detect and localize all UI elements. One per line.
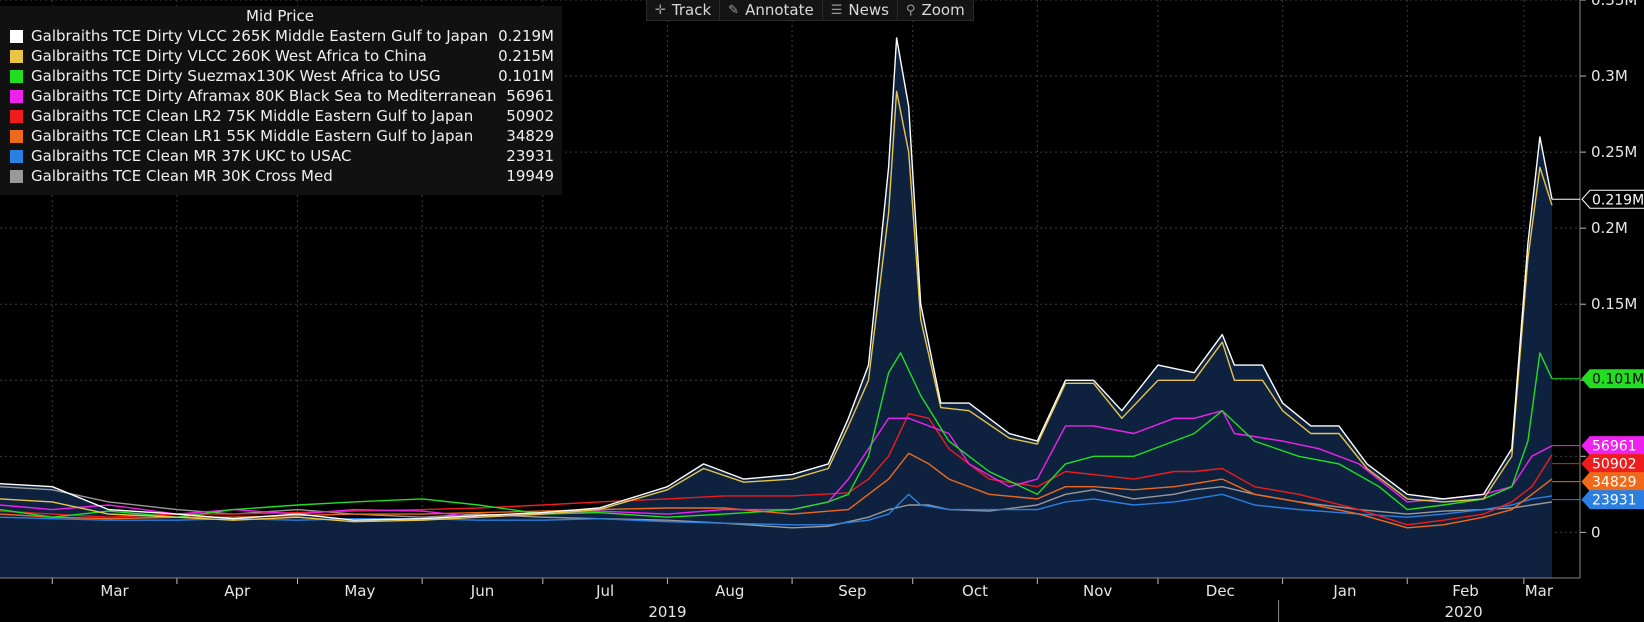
- track-label: Track: [671, 1, 712, 19]
- last-value-tag: 23931: [1552, 490, 1644, 510]
- tag-label: 0.101M: [1592, 372, 1644, 388]
- legend-series-name: Galbraiths TCE Clean LR1 55K Middle East…: [31, 127, 474, 145]
- legend-swatch: [10, 29, 23, 43]
- track-button[interactable]: ✛ Track: [647, 0, 721, 20]
- x-tick-label: Oct: [962, 582, 988, 600]
- y-tick-label: 0.3M: [1591, 67, 1628, 85]
- magnifier-icon: ⚲: [905, 2, 916, 18]
- last-value-tag: 0.219M: [1552, 189, 1644, 209]
- legend-series-name: Galbraiths TCE Dirty Suezmax130K West Af…: [31, 67, 441, 85]
- crosshair-icon: ✛: [655, 2, 666, 18]
- x-tick-label: Jun: [470, 582, 494, 600]
- legend-series-value: 23931: [506, 147, 554, 165]
- legend-swatch: [10, 89, 23, 103]
- x-tick-label: Mar: [1525, 582, 1554, 600]
- chart-area-fill: [0, 38, 1552, 578]
- legend-swatch: [10, 149, 23, 163]
- x-tick-label: Jul: [595, 582, 614, 600]
- annotate-label: Annotate: [745, 1, 814, 19]
- tag-box: [1581, 472, 1644, 492]
- y-tick-label: 0.35M: [1591, 0, 1637, 9]
- x-tick-label: Dec: [1206, 582, 1235, 600]
- area-fill-series-0: [0, 38, 1552, 578]
- legend-title: Mid Price: [246, 7, 314, 25]
- legend-entry[interactable]: Galbraiths TCE Dirty VLCC 260K West Afri…: [0, 46, 562, 66]
- series-line-0: [0, 37, 1553, 521]
- last-value-tag: 56961: [1552, 436, 1644, 456]
- y-tick-label: 0: [1591, 523, 1601, 541]
- legend-series-name: Galbraiths TCE Dirty VLCC 265K Middle Ea…: [31, 27, 489, 45]
- legend-entry[interactable]: Galbraiths TCE Dirty VLCC 265K Middle Ea…: [0, 26, 562, 46]
- y-tick-label: 0.25M: [1591, 143, 1637, 161]
- tag-label: 50902: [1592, 457, 1637, 473]
- tag-box: [1581, 490, 1644, 510]
- series-line-4: [0, 413, 1553, 526]
- legend-series-name: Galbraiths TCE Clean LR2 75K Middle East…: [31, 107, 474, 125]
- legend-series-value: 0.219M: [498, 27, 554, 45]
- last-value-tag: 34829: [1552, 472, 1644, 492]
- legend-series-value: 0.101M: [498, 67, 554, 85]
- legend-entry[interactable]: Galbraiths TCE Clean LR2 75K Middle East…: [0, 106, 562, 126]
- tag-box: [1581, 189, 1644, 209]
- legend-series-name: Galbraiths TCE Clean MR 30K Cross Med: [31, 167, 333, 185]
- series-line-3: [0, 410, 1553, 518]
- legend-swatch: [10, 129, 23, 143]
- x-tick-label: Nov: [1083, 582, 1112, 600]
- year-label: 2020: [1444, 603, 1482, 621]
- y-tick-label: 0.15M: [1591, 295, 1637, 313]
- series-line-2: [0, 352, 1553, 518]
- legend-series-value: 56961: [506, 87, 554, 105]
- x-tick-label: Apr: [224, 582, 251, 600]
- legend-swatch: [10, 169, 23, 183]
- x-axis: Mar Apr May Jun Jul Aug Sep Oct Nov Dec Jan Feb Mar 2…: [0, 577, 1580, 622]
- x-tick-label: May: [344, 582, 375, 600]
- legend-series-name: Galbraiths TCE Dirty Aframax 80K Black S…: [31, 87, 497, 105]
- series-line-5: [0, 452, 1553, 529]
- legend-series-value: 0.215M: [498, 47, 554, 65]
- news-button[interactable]: ☰ News: [823, 0, 898, 20]
- legend-entry[interactable]: Galbraiths TCE Dirty Aframax 80K Black S…: [0, 86, 562, 106]
- tag-label: 56961: [1592, 439, 1637, 455]
- chart-lines: [0, 37, 1553, 529]
- tag-box: [1581, 436, 1644, 456]
- legend-series-value: 34829: [506, 127, 554, 145]
- series-line-1: [0, 90, 1553, 523]
- chart-toolbar: ✛ Track ✎ Annotate ☰ News ⚲ Zoom: [646, 0, 974, 21]
- tag-box: [1581, 454, 1644, 474]
- x-tick-label: Aug: [715, 582, 744, 600]
- legend-entry[interactable]: Galbraiths TCE Clean MR 30K Cross Med 199…: [0, 166, 562, 186]
- zoom-button[interactable]: ⚲ Zoom: [898, 0, 973, 20]
- chart-legend: Mid Price Galbraiths TCE Dirty VLCC 265K…: [0, 6, 562, 195]
- last-value-tags: 0.219M 0.101M 56961 50902 34829 23931: [1552, 189, 1644, 510]
- tag-box: [1581, 369, 1644, 389]
- annotate-button[interactable]: ✎ Annotate: [720, 0, 823, 20]
- x-tick-label: Mar: [100, 582, 129, 600]
- legend-series-value: 50902: [506, 107, 554, 125]
- last-value-tag: 50902: [1552, 454, 1644, 474]
- last-value-tag: 0.101M: [1552, 369, 1644, 389]
- x-tick-label: Jan: [1332, 582, 1356, 600]
- news-label: News: [848, 1, 889, 19]
- tag-label: 0.219M: [1592, 192, 1644, 208]
- year-label: 2019: [648, 603, 686, 621]
- legend-series-name: Galbraiths TCE Clean MR 37K UKC to USAC: [31, 147, 352, 165]
- legend-entry[interactable]: Galbraiths TCE Clean LR1 55K Middle East…: [0, 126, 562, 146]
- legend-entry[interactable]: Galbraiths TCE Clean MR 37K UKC to USAC 2…: [0, 146, 562, 166]
- x-tick-label: Sep: [838, 582, 866, 600]
- x-tick-label: Feb: [1452, 582, 1479, 600]
- pencil-icon: ✎: [728, 2, 740, 18]
- zoom-label: Zoom: [921, 1, 965, 19]
- y-tick-label: 0.2M: [1591, 219, 1628, 237]
- legend-swatch: [10, 109, 23, 123]
- legend-series-value: 19949: [506, 167, 554, 185]
- legend-entry[interactable]: Galbraiths TCE Dirty Suezmax130K West Af…: [0, 66, 562, 86]
- tag-label: 34829: [1592, 475, 1637, 491]
- legend-series-name: Galbraiths TCE Dirty VLCC 260K West Afri…: [31, 47, 427, 65]
- legend-swatch: [10, 49, 23, 63]
- tag-label: 23931: [1592, 493, 1637, 509]
- legend-swatch: [10, 69, 23, 83]
- news-icon: ☰: [830, 2, 843, 18]
